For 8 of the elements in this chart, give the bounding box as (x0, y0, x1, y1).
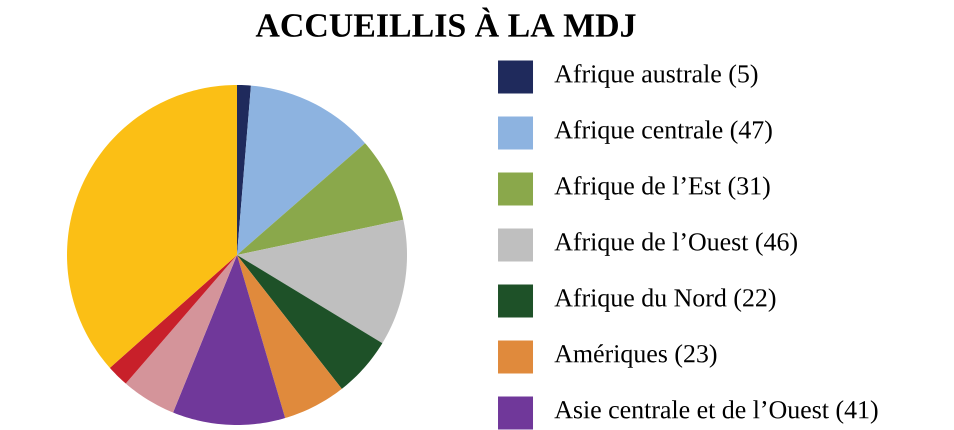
legend-label: Afrique centrale (47) (554, 120, 772, 144)
legend-label: Afrique du Nord (22) (554, 288, 776, 312)
legend-label: Afrique australe (5) (554, 64, 758, 88)
legend-label: Afrique de l’Ouest (46) (554, 232, 797, 256)
legend-label: Asie centrale et de l’Ouest (41) (554, 400, 878, 424)
chart-title: ACCUEILLIS À LA MDJ (256, 8, 636, 37)
legend-label: Amériques (23) (554, 344, 716, 368)
legend-label: Afrique de l’Est (31) (554, 176, 770, 200)
